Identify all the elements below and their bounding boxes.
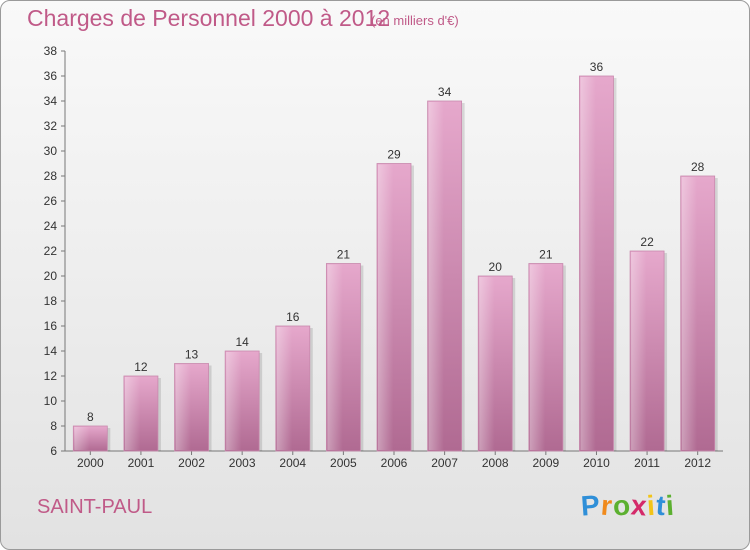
chart-title: Charges de Personnel 2000 à 2012 <box>27 5 391 31</box>
y-tick-label: 38 <box>44 44 58 58</box>
y-tick-label: 24 <box>44 219 58 233</box>
x-tick-label: 2005 <box>330 456 357 470</box>
y-tick-label: 10 <box>44 394 58 408</box>
y-tick-label: 6 <box>50 444 57 458</box>
bar-highlight <box>124 377 141 450</box>
y-tick-label: 26 <box>44 194 58 208</box>
x-tick-label: 2000 <box>77 456 104 470</box>
y-tick-label: 14 <box>44 344 58 358</box>
x-tick-label: 2011 <box>634 456 660 470</box>
bar-value-label: 29 <box>387 148 401 162</box>
bar-highlight <box>631 252 647 450</box>
y-tick-label: 30 <box>44 144 58 158</box>
bar-highlight <box>580 77 596 450</box>
x-tick-label: 2010 <box>583 456 610 470</box>
y-tick-label: 8 <box>50 419 57 433</box>
bar-value-label: 22 <box>640 235 654 249</box>
y-tick-label: 18 <box>44 294 58 308</box>
bar-value-label: 16 <box>286 310 300 324</box>
bar-value-label: 34 <box>438 85 452 99</box>
proxiti-logo: Proxiti <box>579 489 677 522</box>
bar-value-label: 36 <box>590 60 604 74</box>
x-tick-label: 2007 <box>431 456 458 470</box>
bar-value-label: 21 <box>539 248 553 262</box>
bar-highlight <box>681 177 697 450</box>
bar-highlight <box>226 352 242 450</box>
x-tick-label: 2001 <box>128 456 155 470</box>
x-tick-label: 2006 <box>381 456 408 470</box>
bar-highlight <box>276 327 293 450</box>
bar-value-label: 12 <box>134 360 148 374</box>
bar-value-label: 14 <box>235 335 249 349</box>
y-tick-label: 20 <box>44 269 58 283</box>
logo-letter: o <box>611 489 632 522</box>
y-tick-label: 22 <box>44 244 58 258</box>
bar-highlight <box>378 164 394 450</box>
bar-value-label: 8 <box>87 410 94 424</box>
y-tick-label: 34 <box>44 94 58 108</box>
logo-letter: P <box>579 489 602 522</box>
y-tick-label: 32 <box>44 119 58 133</box>
bar-highlight <box>529 264 546 450</box>
bar-value-label: 20 <box>489 260 503 274</box>
x-tick-label: 2012 <box>684 456 711 470</box>
logo-letter: i <box>665 489 677 522</box>
bar-value-label: 28 <box>691 160 705 174</box>
x-tick-label: 2008 <box>482 456 509 470</box>
x-tick-label: 2003 <box>229 456 256 470</box>
bar-highlight <box>327 264 343 450</box>
bar-highlight <box>74 427 90 450</box>
bar-value-label: 21 <box>337 248 351 262</box>
bar-highlight <box>428 102 444 450</box>
bar-value-label: 13 <box>185 348 199 362</box>
commune-name: SAINT-PAUL <box>37 496 153 518</box>
y-tick-label: 12 <box>44 369 58 383</box>
bar-highlight <box>479 277 495 450</box>
bar-highlight <box>175 364 191 450</box>
x-tick-label: 2004 <box>279 456 306 470</box>
x-tick-label: 2002 <box>178 456 205 470</box>
x-tick-label: 2009 <box>532 456 559 470</box>
chart-subtitle: (en milliers d'€) <box>371 13 459 28</box>
y-tick-label: 36 <box>44 69 58 83</box>
y-tick-label: 16 <box>44 319 58 333</box>
y-tick-label: 28 <box>44 169 58 183</box>
